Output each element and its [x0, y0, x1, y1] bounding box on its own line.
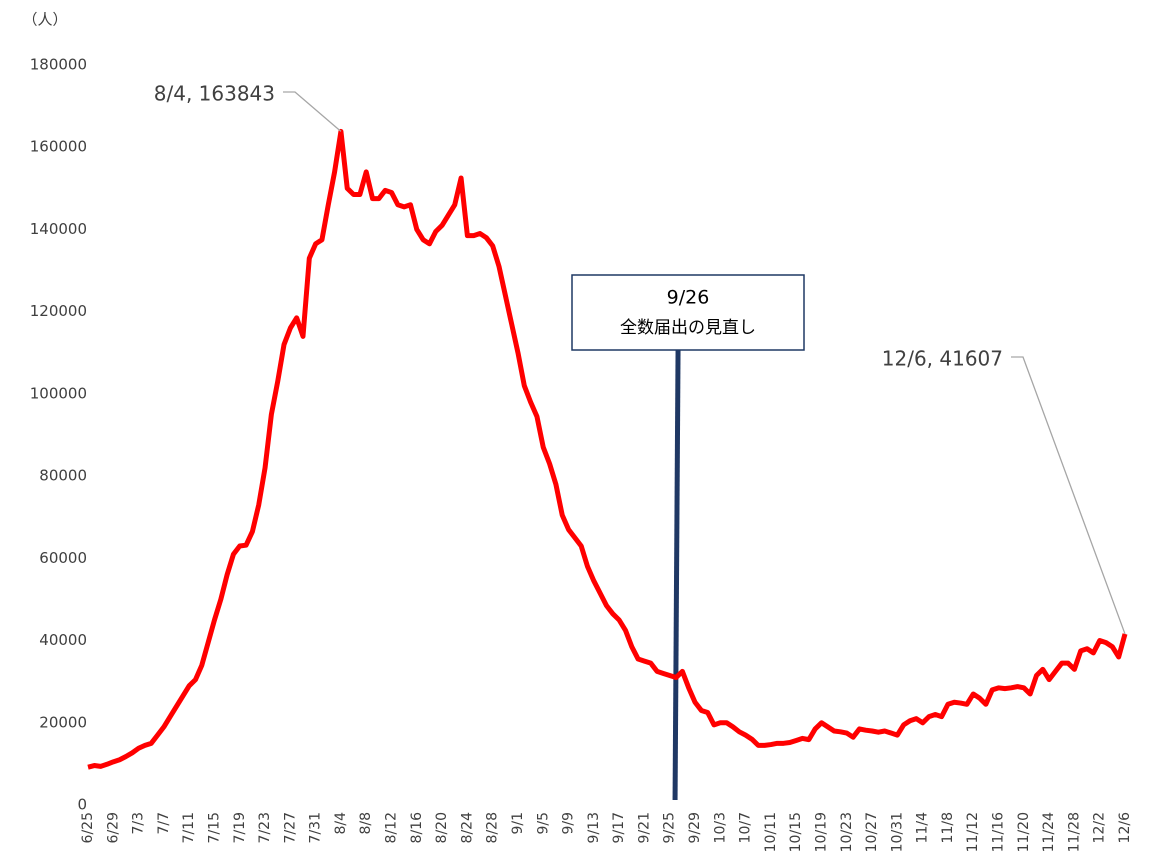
y-unit: （人）: [22, 11, 67, 29]
x-tick-label: 11/8: [940, 812, 956, 843]
x-tick-label: 7/11: [181, 812, 197, 843]
x-tick-label: 10/31: [889, 812, 905, 852]
x-tick-label: 9/25: [662, 812, 678, 843]
y-tick-label: 0: [77, 796, 87, 814]
data-line: [87, 128, 1128, 770]
x-tick-label: 8/24: [459, 812, 475, 844]
x-tick-label: 8/16: [409, 812, 425, 844]
callout-leader: [1011, 356, 1126, 635]
y-tick-label: 80000: [39, 467, 87, 485]
x-tick-label: 7/3: [131, 812, 147, 835]
annotation-text: 全数届出の見直し: [620, 318, 756, 338]
annotation-label: 9/26: [667, 287, 710, 309]
x-tick-label: 10/3: [712, 812, 728, 843]
x-tick-label: 9/13: [586, 812, 602, 843]
x-tick-label: 10/27: [864, 812, 880, 852]
y-tick-label: 40000: [39, 631, 87, 649]
x-tick-label: 11/16: [991, 812, 1007, 852]
y-tick-label: 180000: [30, 56, 87, 74]
annotation-box: [571, 274, 805, 351]
callout-leader: [283, 91, 342, 132]
y-tick-label: 60000: [39, 549, 87, 567]
y-tick-label: 20000: [39, 713, 87, 731]
x-tick-label: 12/6: [1117, 812, 1133, 844]
x-tick-label: 6/29: [105, 812, 121, 843]
x-tick-label: 7/15: [206, 812, 222, 843]
x-tick-label: 10/23: [839, 812, 855, 852]
x-tick-label: 7/19: [232, 812, 248, 843]
x-tick-label: 9/29: [687, 812, 703, 843]
x-tick-label: 9/5: [535, 812, 551, 835]
data-callout: 12/6, 41607: [882, 347, 1003, 371]
x-tick-label: 8/4: [333, 812, 349, 835]
x-tick-label: 7/7: [156, 812, 172, 835]
x-tick-label: 11/28: [1066, 812, 1082, 852]
x-tick-label: 10/19: [813, 812, 829, 852]
reference-line: [672, 349, 681, 801]
x-tick-label: 6/25: [80, 812, 96, 843]
x-tick-label: 12/2: [1092, 812, 1108, 843]
x-tick-label: 10/7: [738, 812, 754, 843]
x-tick-label: 11/24: [1041, 812, 1057, 852]
x-tick-label: 8/28: [485, 812, 501, 843]
x-tick-label: 9/1: [510, 812, 526, 835]
x-tick-label: 10/15: [788, 812, 804, 852]
x-tick-label: 7/23: [257, 812, 273, 843]
x-tick-label: 8/12: [384, 812, 400, 843]
y-tick-label: 120000: [30, 302, 87, 320]
x-tick-label: 7/31: [308, 812, 324, 843]
x-tick-label: 11/20: [1016, 812, 1032, 852]
x-tick-label: 9/21: [636, 812, 652, 843]
x-tick-label: 8/20: [434, 812, 450, 843]
y-tick-label: 140000: [30, 220, 87, 238]
y-tick-label: 160000: [30, 138, 87, 156]
x-tick-label: 9/9: [561, 812, 577, 835]
x-tick-label: 8/8: [358, 812, 374, 835]
x-tick-label: 10/11: [763, 812, 779, 852]
x-tick-label: 11/12: [965, 812, 981, 852]
data-callout: 8/4, 163843: [154, 82, 275, 106]
x-tick-label: 11/4: [915, 812, 931, 844]
x-tick-label: 7/27: [282, 812, 298, 843]
y-tick-label: 100000: [30, 384, 87, 402]
x-tick-label: 9/17: [611, 812, 627, 843]
